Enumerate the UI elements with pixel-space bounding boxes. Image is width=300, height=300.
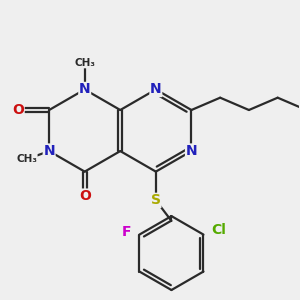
Text: CH₃: CH₃ bbox=[16, 154, 37, 164]
Text: CH₃: CH₃ bbox=[74, 58, 95, 68]
Text: N: N bbox=[186, 144, 197, 158]
Text: Cl: Cl bbox=[211, 223, 226, 237]
Text: N: N bbox=[79, 82, 91, 97]
Text: N: N bbox=[150, 82, 162, 97]
Text: N: N bbox=[43, 144, 55, 158]
Text: S: S bbox=[151, 194, 161, 207]
Text: O: O bbox=[12, 103, 24, 117]
Text: O: O bbox=[79, 189, 91, 203]
Text: F: F bbox=[122, 225, 131, 239]
